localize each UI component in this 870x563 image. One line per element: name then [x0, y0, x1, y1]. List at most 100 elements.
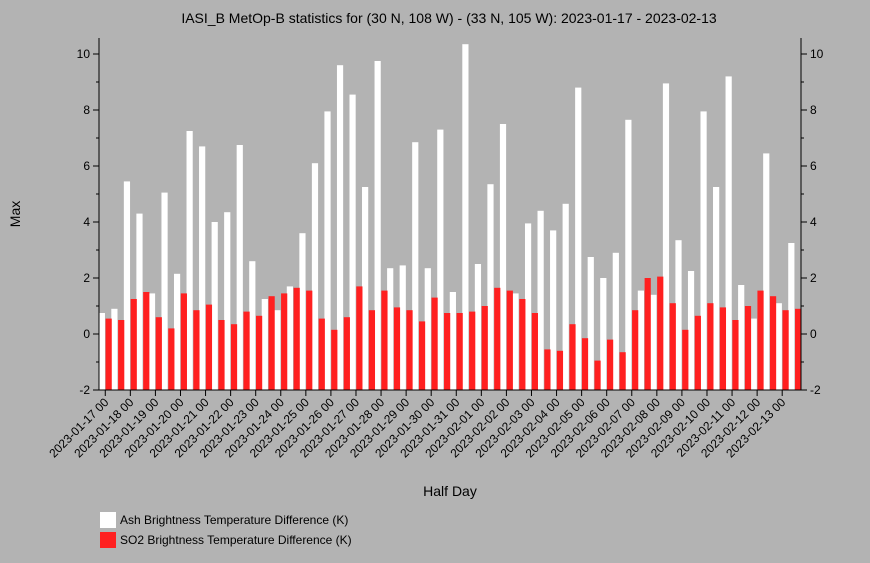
- so2-bar-35: [544, 349, 551, 390]
- ash-bar-39: [587, 257, 594, 390]
- ash-bar-12: [249, 261, 256, 390]
- ash-bar-33: [512, 293, 519, 390]
- ash-bar-16: [299, 233, 306, 390]
- ash-bar-40: [600, 278, 607, 390]
- ash-bar-29: [462, 44, 469, 390]
- so2-bar-27: [444, 313, 451, 390]
- so2-bar-0: [105, 318, 112, 390]
- so2-bar-31: [494, 287, 501, 390]
- y-axis-label: Max: [7, 201, 23, 227]
- ash-bar-44: [650, 294, 657, 390]
- so2-bar-36: [556, 350, 564, 390]
- ash-bar-20: [349, 94, 356, 390]
- so2-bar-12: [256, 315, 263, 390]
- ash-bar-17: [311, 163, 319, 390]
- y-tick-label-right-2: 2: [810, 271, 817, 285]
- ash-bar-51: [738, 285, 745, 390]
- ash-bar-13: [261, 299, 268, 390]
- so2-bar-16: [306, 290, 313, 390]
- so2-bar-14: [281, 293, 288, 390]
- ash-bar-26: [424, 268, 431, 390]
- ash-bar-50: [725, 76, 732, 391]
- ash-bar-28: [449, 292, 456, 390]
- so2-bar-42: [632, 310, 639, 390]
- y-tick-label-left-1: 0: [83, 327, 90, 341]
- so2-bar-50: [732, 320, 739, 390]
- ash-bar-38: [575, 87, 582, 390]
- so2-bar-3: [143, 292, 150, 390]
- ash-bar-53: [763, 153, 770, 390]
- ash-bar-47: [687, 271, 695, 390]
- ash-bar-46: [675, 240, 682, 390]
- x-axis-label: Half Day: [423, 483, 477, 499]
- ash-bar-31: [487, 184, 494, 390]
- ash-bar-30: [474, 264, 482, 390]
- so2-bar-15: [293, 287, 300, 390]
- so2-bar-11: [243, 311, 250, 390]
- so2-bar-26: [431, 297, 438, 390]
- ash-bar-4: [148, 293, 156, 390]
- ash-bar-6: [173, 273, 181, 390]
- legend-swatch-ash: [100, 512, 116, 528]
- so2-bar-47: [694, 315, 701, 390]
- ash-bar-5: [161, 192, 168, 390]
- ash-bar-7: [186, 131, 193, 390]
- so2-bar-38: [581, 338, 589, 390]
- ash-bar-19: [336, 65, 344, 390]
- ash-bar-22: [374, 61, 381, 390]
- y-tick-label-left-2: 2: [83, 271, 90, 285]
- so2-bar-40: [607, 339, 614, 390]
- y-tick-label-left-3: 4: [83, 215, 90, 229]
- so2-bar-34: [531, 313, 538, 390]
- ash-bar-3: [136, 213, 143, 390]
- y-tick-label-right-5: 8: [810, 103, 817, 117]
- so2-bar-39: [594, 360, 601, 390]
- ash-bar-25: [412, 142, 419, 390]
- so2-bar-53: [769, 296, 777, 390]
- ash-bar-37: [562, 203, 569, 390]
- legend-label-ash: Ash Brightness Temperature Difference (K…: [120, 513, 348, 527]
- so2-bar-1: [118, 320, 125, 390]
- ash-bar-49: [713, 187, 720, 390]
- so2-bar-32: [506, 290, 513, 390]
- so2-bar-13: [268, 296, 275, 390]
- so2-bar-23: [393, 307, 401, 390]
- y-tick-label-right-4: 6: [810, 159, 817, 173]
- ash-bar-23: [387, 268, 394, 390]
- so2-bar-20: [356, 286, 363, 390]
- so2-bar-7: [193, 310, 200, 390]
- so2-bar-28: [456, 313, 463, 390]
- so2-bar-49: [719, 307, 727, 390]
- so2-bar-41: [619, 352, 626, 390]
- ash-bar-34: [524, 223, 532, 390]
- so2-bar-24: [406, 310, 413, 390]
- ash-bar-18: [324, 111, 331, 391]
- ash-bar-9: [211, 222, 218, 390]
- legend: Ash Brightness Temperature Difference (K…: [100, 512, 352, 548]
- y-tick-label-right-3: 4: [810, 215, 817, 229]
- so2-bar-8: [205, 304, 213, 390]
- ash-bar-35: [537, 210, 544, 390]
- ash-bar-27: [437, 129, 444, 390]
- y-tick-label-right-1: 0: [810, 327, 817, 341]
- so2-bar-54: [782, 310, 789, 390]
- so2-bar-9: [218, 320, 225, 390]
- ash-bar-43: [637, 290, 644, 390]
- ash-bar-42: [625, 119, 632, 391]
- so2-bar-46: [682, 329, 689, 390]
- so2-bar-33: [519, 299, 526, 390]
- axes-layer: -2 -2 0 0 2 2 4 4 6 6 8 8 10 10: [77, 38, 824, 397]
- y-tick-label-left-0: -2: [79, 383, 90, 397]
- so2-bar-5: [168, 328, 175, 390]
- so2-bar-10: [230, 324, 238, 390]
- so2-bar-51: [744, 306, 752, 390]
- ash-bar-11: [236, 145, 243, 390]
- so2-bar-48: [707, 303, 714, 390]
- ash-bar-52: [750, 318, 757, 390]
- so2-bar-19: [343, 317, 350, 390]
- so2-bar-21: [368, 310, 376, 390]
- so2-bar-44: [657, 276, 664, 390]
- ash-bar-24: [399, 265, 406, 390]
